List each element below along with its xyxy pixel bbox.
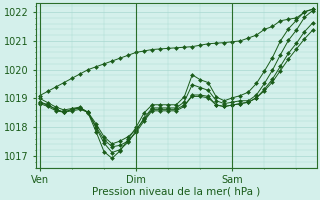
X-axis label: Pression niveau de la mer( hPa ): Pression niveau de la mer( hPa ) (92, 187, 260, 197)
